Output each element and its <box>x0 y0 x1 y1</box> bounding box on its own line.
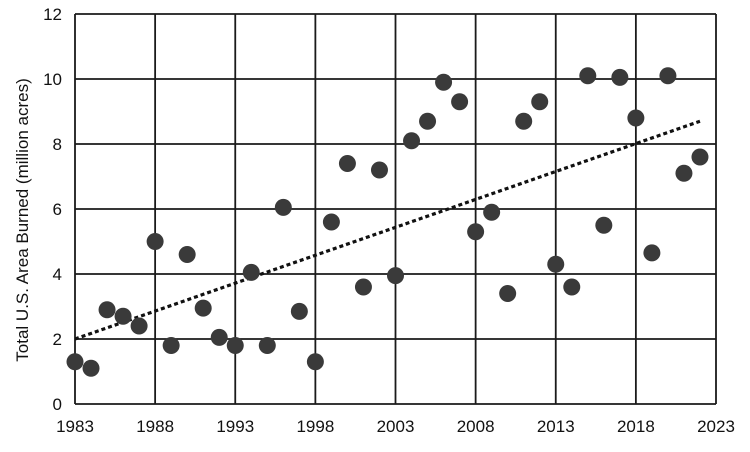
data-point <box>627 109 645 127</box>
data-point <box>483 203 501 221</box>
y-tick-label: 2 <box>53 330 62 349</box>
data-point <box>595 216 613 234</box>
data-point <box>146 233 164 250</box>
data-point <box>98 301 116 319</box>
y-tick-label: 4 <box>53 265 62 284</box>
data-point <box>130 317 148 335</box>
data-point <box>659 67 677 85</box>
data-point <box>691 148 709 166</box>
data-point <box>226 337 244 354</box>
x-tick-label: 2018 <box>617 417 655 436</box>
data-point <box>547 255 565 273</box>
x-tick-label: 2003 <box>377 417 415 436</box>
trend-line-group <box>74 119 701 341</box>
data-point <box>338 155 356 172</box>
data-point <box>419 112 437 130</box>
data-point <box>643 244 661 262</box>
data-point <box>162 337 180 354</box>
data-point <box>467 223 485 241</box>
x-tick-label: 1983 <box>56 417 94 436</box>
grid <box>74 13 717 405</box>
data-point <box>194 299 212 317</box>
x-axis-ticks: 1983 1988 1993 1998 2003 2008 2013 2018 2023 <box>56 417 735 436</box>
data-point <box>451 93 469 111</box>
data-point <box>515 112 533 130</box>
data-point <box>403 132 421 150</box>
y-tick-label: 0 <box>53 395 62 414</box>
x-tick-label: 1998 <box>296 417 334 436</box>
data-point <box>387 267 404 285</box>
data-point <box>82 359 100 377</box>
y-tick-label: 6 <box>53 200 62 219</box>
data-point <box>499 285 517 302</box>
data-point <box>435 73 453 91</box>
data-point <box>675 164 693 182</box>
data-point <box>66 353 84 371</box>
trend-line <box>74 119 701 341</box>
data-point <box>611 68 629 86</box>
data-point <box>290 302 308 320</box>
data-point <box>563 278 581 296</box>
y-axis-ticks: 0 2 4 6 8 10 12 <box>43 5 62 414</box>
data-point <box>114 307 132 325</box>
data-point <box>258 337 276 354</box>
data-points <box>66 67 709 377</box>
data-point <box>354 278 372 296</box>
data-point <box>579 67 597 85</box>
data-point <box>242 263 260 281</box>
x-tick-label: 2013 <box>537 417 575 436</box>
data-point <box>274 198 292 216</box>
y-axis-label: Total U.S. Area Burned (million acres) <box>13 78 32 361</box>
data-point <box>370 161 388 179</box>
x-tick-label: 1993 <box>216 417 254 436</box>
data-point <box>306 353 324 371</box>
x-tick-label: 2023 <box>697 417 735 436</box>
x-tick-label: 2008 <box>457 417 495 436</box>
y-tick-label: 8 <box>53 135 62 154</box>
y-tick-label: 10 <box>43 70 62 89</box>
data-point <box>178 246 196 263</box>
data-point <box>531 93 549 111</box>
data-point <box>322 213 340 231</box>
data-point <box>210 328 228 346</box>
x-tick-label: 1988 <box>136 417 174 436</box>
y-tick-label: 12 <box>43 5 62 24</box>
